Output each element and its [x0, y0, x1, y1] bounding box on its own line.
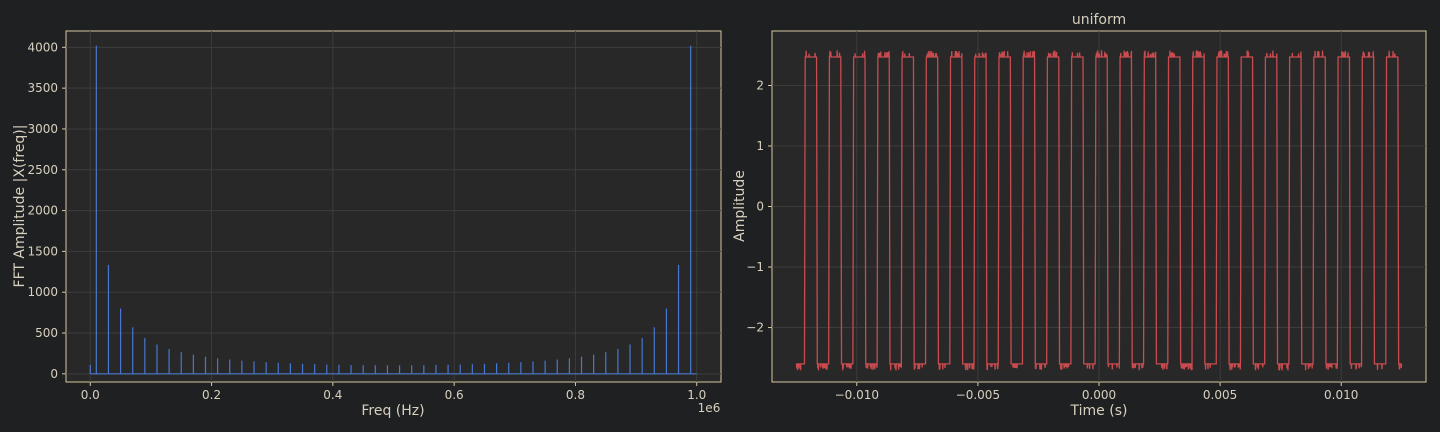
time-x-tick-label: −0.005 — [956, 388, 1000, 402]
fft-y-tick-label: 3500 — [27, 81, 58, 95]
time-x-tick-label: −0.010 — [835, 388, 879, 402]
fft-x-tick-label: 0.8 — [566, 388, 585, 402]
fft-stems — [89, 45, 697, 375]
fft-y-tick-label: 0 — [50, 367, 58, 381]
fft-x-tick-label: 0.6 — [445, 388, 464, 402]
fft-x-offset-label: 1e6 — [698, 401, 721, 415]
time-y-ticks: −2 −1 0 1 2 — [746, 78, 772, 335]
fft-y-tick-label: 4000 — [27, 40, 58, 54]
time-x-axis-label: Time (s) — [1070, 403, 1128, 419]
time-y-tick-label: −2 — [746, 321, 764, 335]
time-x-tick-label: 0.000 — [1082, 388, 1116, 402]
time-y-tick-label: 2 — [756, 78, 764, 92]
fft-y-tick-label: 500 — [35, 326, 58, 340]
time-y-tick-label: 1 — [756, 139, 764, 153]
fft-y-tick-label: 3000 — [27, 122, 58, 136]
time-signal-line — [795, 49, 1403, 371]
fft-y-ticks: 0 500 1000 1500 2000 2500 3000 3500 4000 — [27, 40, 66, 381]
time-x-ticks: −0.010 −0.005 0.000 0.005 0.010 — [835, 382, 1358, 402]
time-chart-title: uniform — [1072, 12, 1126, 28]
fft-y-axis-label: FFT Amplitude |X(freq)| — [12, 125, 28, 288]
fft-chart: 0.0 0.2 0.4 0.6 0.8 1.0 0 500 1000 1500 2000 2500 3… — [12, 30, 722, 419]
time-y-axis-label: Amplitude — [732, 170, 748, 242]
time-x-tick-label: 0.010 — [1324, 388, 1358, 402]
time-y-tick-label: 0 — [756, 200, 764, 214]
fft-y-tick-label: 1500 — [27, 244, 58, 258]
fft-x-tick-label: 0.2 — [202, 388, 221, 402]
time-y-tick-label: −1 — [746, 260, 764, 274]
time-x-tick-label: 0.005 — [1203, 388, 1237, 402]
time-grid — [772, 31, 1426, 382]
fft-x-tick-label: 1.0 — [687, 388, 706, 402]
fft-grid — [66, 31, 721, 382]
fft-y-tick-label: 2000 — [27, 204, 58, 218]
fft-x-ticks: 0.0 0.2 0.4 0.6 0.8 1.0 — [81, 382, 706, 402]
fft-y-tick-label: 1000 — [27, 285, 58, 299]
fft-x-tick-label: 0.4 — [323, 388, 342, 402]
fft-x-tick-label: 0.0 — [81, 388, 100, 402]
fft-plot-area — [65, 30, 722, 383]
time-chart: −0.010 −0.005 0.000 0.005 0.010 −2 −1 0 1 2 unif… — [732, 12, 1427, 419]
fft-y-tick-label: 2500 — [27, 163, 58, 177]
fft-x-axis-label: Freq (Hz) — [361, 403, 424, 419]
